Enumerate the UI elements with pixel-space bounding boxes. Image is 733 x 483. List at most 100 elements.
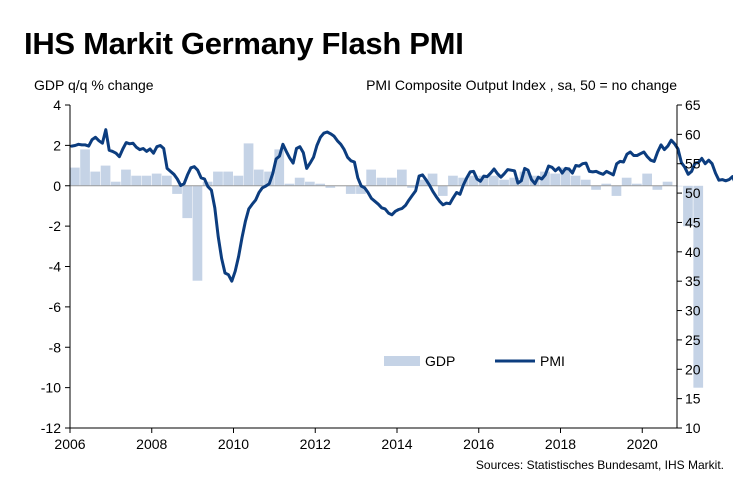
- gdp-bar: [162, 175, 172, 186]
- gdp-bar: [243, 143, 254, 186]
- left-tick-label: -6: [49, 299, 62, 315]
- gdp-bar: [489, 175, 499, 186]
- right-tick-label: 40: [685, 244, 701, 260]
- right-axis-label: PMI Composite Output Index , sa, 50 = no…: [366, 77, 677, 93]
- left-tick-label: -10: [41, 380, 61, 396]
- gdp-bar: [223, 171, 233, 186]
- gdp-bar: [264, 171, 274, 186]
- axes: [65, 104, 682, 433]
- source-note: Sources: Statistisches Bundesamt, IHS Ma…: [475, 458, 724, 472]
- gdp-bar: [131, 175, 141, 186]
- gdp-bar: [570, 175, 581, 186]
- right-tick-label: 55: [685, 156, 701, 172]
- right-tick-label: 20: [685, 361, 701, 377]
- left-tick-label: 4: [53, 97, 61, 113]
- x-tick-label: 2006: [54, 436, 85, 452]
- x-tick-label: 2018: [545, 436, 576, 452]
- gdp-bar: [397, 169, 407, 186]
- gdp-bar: [611, 185, 622, 196]
- gdp-bar: [305, 181, 315, 186]
- legend: GDP PMI: [384, 353, 565, 369]
- gdp-bar: [509, 177, 520, 186]
- legend-gdp-swatch: [384, 356, 420, 366]
- x-tick-label: 2014: [381, 436, 412, 452]
- left-tick-label: -8: [49, 339, 62, 355]
- gdp-bar: [519, 171, 530, 186]
- right-tick-label: 15: [685, 391, 701, 407]
- gdp-bar: [284, 183, 295, 186]
- gdp-bar: [662, 181, 673, 186]
- gdp-bar: [213, 171, 223, 186]
- gdp-bar: [683, 185, 693, 227]
- gdp-bar: [693, 185, 704, 388]
- gdp-bar: [437, 185, 448, 196]
- right-tick-label: 10: [685, 420, 701, 436]
- x-tick-label: 2012: [300, 436, 331, 452]
- gdp-bar: [652, 185, 663, 190]
- gdp-bar: [529, 175, 540, 186]
- left-axis-label: GDP q/q % change: [34, 77, 154, 93]
- right-tick-label: 25: [685, 332, 701, 348]
- gdp-bar: [70, 167, 80, 186]
- gdp-bar: [356, 185, 366, 194]
- gdp-bar: [274, 149, 285, 186]
- gdp-bar: [550, 173, 560, 186]
- gdp-bar: [80, 149, 90, 186]
- pmi-line: [70, 128, 733, 283]
- left-tick-label: -12: [41, 420, 61, 436]
- x-tick-label: 2010: [218, 436, 249, 452]
- gdp-bar: [315, 183, 325, 186]
- gdp-bar: [141, 175, 152, 186]
- gdp-bar: [233, 175, 244, 186]
- tick-labels: 420-2-4-6-8-10-1265605550454035302520151…: [41, 97, 701, 452]
- gdp-bar: [560, 167, 571, 186]
- left-tick-label: 2: [53, 137, 61, 153]
- gdp-bar: [325, 185, 336, 188]
- gdp-bar: [407, 185, 417, 188]
- gdp-bar: [632, 183, 642, 186]
- right-tick-label: 65: [685, 97, 701, 113]
- gdp-bar: [499, 179, 509, 186]
- gdp-bar: [580, 179, 591, 186]
- gdp-bar: [621, 177, 632, 186]
- x-tick-label: 2008: [136, 436, 167, 452]
- left-tick-label: 0: [53, 178, 61, 194]
- legend-gdp-label: GDP: [425, 353, 455, 369]
- gdp-bar: [151, 173, 162, 186]
- right-tick-label: 30: [685, 303, 701, 319]
- gdp-bar: [417, 179, 428, 186]
- gdp-bar: [121, 169, 131, 186]
- right-tick-label: 60: [685, 126, 701, 142]
- gdp-bar: [642, 173, 652, 186]
- gdp-bar: [540, 171, 550, 186]
- right-tick-label: 35: [685, 273, 701, 289]
- gdp-bar: [672, 185, 683, 187]
- gdp-bar: [386, 177, 397, 186]
- chart-title: IHS Markit Germany Flash PMI: [24, 26, 464, 61]
- gdp-bar: [366, 169, 376, 186]
- gdp-bar: [294, 177, 305, 186]
- gdp-bar: [110, 181, 121, 186]
- gdp-bar: [376, 177, 387, 186]
- x-tick-label: 2016: [463, 436, 494, 452]
- gdp-bar: [345, 185, 356, 194]
- gdp-bar: [253, 169, 264, 186]
- right-tick-label: 45: [685, 214, 701, 230]
- gdp-bar: [192, 185, 203, 281]
- gdp-bar: [90, 171, 101, 186]
- legend-pmi-label: PMI: [540, 353, 565, 369]
- gdp-bar: [591, 185, 601, 190]
- gdp-bar: [448, 175, 458, 186]
- left-tick-label: -2: [49, 218, 62, 234]
- left-tick-label: -4: [49, 259, 62, 275]
- gdp-bar: [468, 175, 479, 186]
- gdp-bar: [100, 165, 111, 186]
- gdp-bar: [478, 175, 489, 186]
- gdp-bar-series: [70, 143, 704, 388]
- gdp-bar: [601, 183, 612, 186]
- gdp-bar: [182, 185, 193, 219]
- gdp-bar: [458, 177, 468, 186]
- x-tick-label: 2020: [627, 436, 658, 452]
- right-tick-label: 50: [685, 185, 701, 201]
